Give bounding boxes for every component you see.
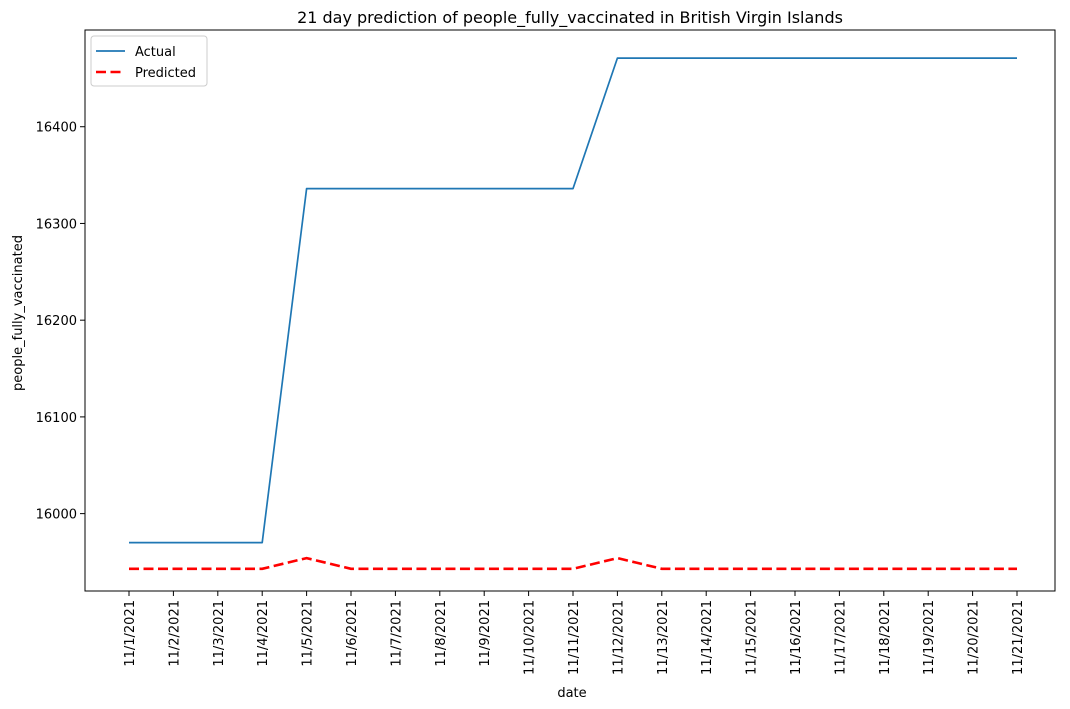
legend-label-predicted: Predicted	[135, 66, 196, 81]
x-tick-label: 11/15/2021	[745, 600, 760, 675]
x-tick-label: 11/19/2021	[922, 600, 937, 675]
x-tick-label: 11/5/2021	[301, 600, 316, 667]
x-tick-label: 11/4/2021	[256, 600, 271, 667]
x-tick-label: 11/16/2021	[789, 600, 804, 675]
chart-title: 21 day prediction of people_fully_vaccin…	[297, 8, 843, 28]
y-axis-label: people_fully_vaccinated	[11, 235, 26, 391]
x-tick-label: 11/10/2021	[523, 600, 538, 675]
x-tick-label: 11/18/2021	[878, 600, 893, 675]
y-axis: 16000 16100 16200 16300 16400	[36, 121, 85, 523]
plot-lines	[129, 57, 1017, 571]
x-tick-label: 11/17/2021	[833, 600, 848, 675]
x-tick-label: 11/13/2021	[656, 600, 671, 675]
x-tick-label: 11/9/2021	[478, 600, 493, 667]
x-tick-label: 11/1/2021	[123, 600, 138, 667]
x-tick-label: 11/7/2021	[389, 600, 404, 667]
x-tick-label: 11/20/2021	[967, 600, 982, 675]
y-tick-label: 16200	[36, 314, 77, 329]
x-tick-label: 11/8/2021	[434, 600, 449, 667]
x-tick-label: 11/14/2021	[700, 600, 715, 675]
y-tick-label: 16000	[36, 508, 77, 523]
legend: Actual Predicted	[90, 35, 208, 87]
legend-box	[90, 35, 208, 87]
x-axis: 11/1/2021 11/2/2021 11/3/2021 11/4/2021 11/5…	[123, 591, 1026, 675]
x-tick-label: 11/2/2021	[167, 600, 182, 667]
plot-area	[84, 29, 1056, 592]
x-tick-label: 11/11/2021	[567, 600, 582, 675]
x-axis-label: date	[557, 686, 586, 701]
x-tick-label: 11/21/2021	[1011, 600, 1026, 675]
series-line-actual	[129, 57, 1017, 544]
y-tick-label: 16300	[36, 217, 77, 232]
x-tick-label: 11/6/2021	[345, 600, 360, 667]
legend-label-actual: Actual	[135, 45, 176, 60]
x-tick-label: 11/12/2021	[611, 600, 626, 675]
series-line-predicted	[129, 556, 1017, 571]
y-tick-label: 16100	[36, 411, 77, 426]
x-tick-label: 11/3/2021	[212, 600, 227, 667]
y-tick-label: 16400	[36, 121, 77, 136]
